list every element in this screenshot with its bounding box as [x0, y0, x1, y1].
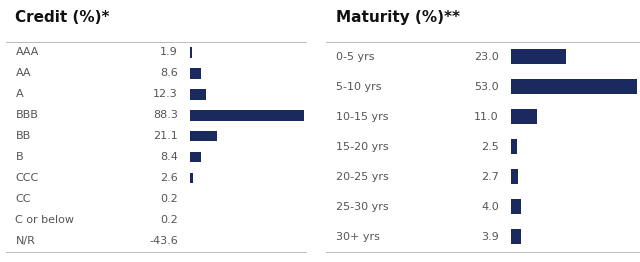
- Text: N/R: N/R: [15, 236, 35, 246]
- Text: Maturity (%)**: Maturity (%)**: [336, 10, 460, 25]
- Text: 12.3: 12.3: [153, 89, 178, 99]
- Text: 23.0: 23.0: [474, 52, 499, 62]
- Bar: [511, 79, 637, 94]
- Bar: [190, 89, 206, 100]
- Text: C or below: C or below: [15, 215, 74, 225]
- Text: CC: CC: [15, 194, 31, 204]
- Text: BBB: BBB: [15, 110, 38, 120]
- Text: 11.0: 11.0: [474, 112, 499, 122]
- Text: B: B: [15, 152, 23, 162]
- Text: 88.3: 88.3: [153, 110, 178, 120]
- Text: A: A: [15, 89, 23, 99]
- Bar: [190, 173, 193, 183]
- Text: CCC: CCC: [15, 173, 38, 183]
- Bar: [511, 229, 521, 244]
- Text: 25-30 yrs: 25-30 yrs: [336, 201, 388, 212]
- Text: -43.6: -43.6: [149, 236, 178, 246]
- Text: AAA: AAA: [15, 47, 39, 57]
- Text: 21.1: 21.1: [153, 131, 178, 141]
- Text: 0.2: 0.2: [160, 194, 178, 204]
- Text: 2.6: 2.6: [160, 173, 178, 183]
- Text: 4.0: 4.0: [481, 201, 499, 212]
- Bar: [511, 199, 521, 214]
- Text: 8.6: 8.6: [160, 68, 178, 78]
- Text: 53.0: 53.0: [474, 82, 499, 92]
- Text: BB: BB: [15, 131, 31, 141]
- Text: 2.5: 2.5: [481, 142, 499, 152]
- Bar: [511, 50, 566, 64]
- Bar: [190, 68, 201, 79]
- Bar: [190, 47, 193, 58]
- Bar: [190, 131, 217, 141]
- Text: 30+ yrs: 30+ yrs: [336, 232, 380, 242]
- Text: 2.7: 2.7: [481, 172, 499, 182]
- Text: Credit (%)*: Credit (%)*: [15, 10, 110, 25]
- Bar: [190, 152, 201, 162]
- Text: AA: AA: [15, 68, 31, 78]
- Text: 10-15 yrs: 10-15 yrs: [336, 112, 388, 122]
- Text: 8.4: 8.4: [160, 152, 178, 162]
- Text: 3.9: 3.9: [481, 232, 499, 242]
- Text: 5-10 yrs: 5-10 yrs: [336, 82, 381, 92]
- Text: 0-5 yrs: 0-5 yrs: [336, 52, 374, 62]
- Text: 20-25 yrs: 20-25 yrs: [336, 172, 388, 182]
- Bar: [511, 169, 518, 184]
- Text: 15-20 yrs: 15-20 yrs: [336, 142, 388, 152]
- Text: 0.2: 0.2: [160, 215, 178, 225]
- Bar: [511, 109, 538, 124]
- Bar: [511, 139, 517, 154]
- Bar: [190, 110, 304, 121]
- Text: 1.9: 1.9: [160, 47, 178, 57]
